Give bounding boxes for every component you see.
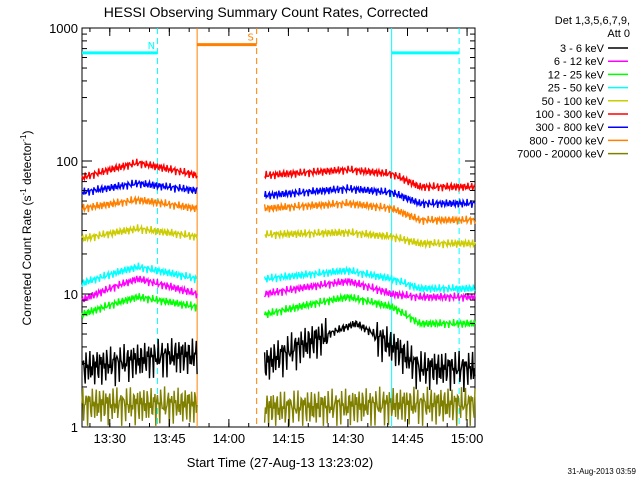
series-line xyxy=(263,292,476,329)
flag-label: S xyxy=(247,33,253,44)
y-axis-label: Corrected Count Rate (s-1 detector-1) xyxy=(19,130,34,325)
series-line xyxy=(81,293,198,320)
x-tick-label: 14:30 xyxy=(332,431,365,446)
legend-label: 25 - 50 keV xyxy=(548,83,605,95)
timestamp: 31-Aug-2013 03:59 xyxy=(568,467,637,476)
series-line xyxy=(264,227,476,250)
x-tick-label: 13:30 xyxy=(94,431,127,446)
flag-bars: NS xyxy=(82,33,460,55)
series-line xyxy=(81,386,198,426)
legend-label: 300 - 800 keV xyxy=(536,122,605,134)
x-axis-label: Start Time (27-Aug-13 13:23:02) xyxy=(187,455,373,470)
series-line xyxy=(263,277,476,303)
legend-label: 50 - 100 keV xyxy=(542,96,605,108)
series-line xyxy=(263,317,476,393)
y-axis-label-mid: detector xyxy=(20,142,34,189)
legend-label: 800 - 7000 keV xyxy=(529,135,604,147)
series-line xyxy=(263,198,476,226)
x-tick-label: 15:00 xyxy=(451,431,484,446)
y-tick-label: 1000 xyxy=(49,21,78,36)
axes: 13:30 13:45 14:00 14:15 14:30 14:45 15:00 1 10 10… xyxy=(49,21,483,446)
x-tick-label: 13:45 xyxy=(153,431,186,446)
x-tick-label: 14:45 xyxy=(391,431,424,446)
series-line xyxy=(263,386,476,426)
x-tick-label: 14:00 xyxy=(213,431,246,446)
legend-label: 6 - 12 keV xyxy=(554,56,605,68)
legend-label: 7000 - 20000 keV xyxy=(517,149,605,161)
y-tick-label: 1 xyxy=(71,420,78,435)
plot-frame xyxy=(81,27,476,428)
y-axis-label-sup2: -1 xyxy=(19,134,28,142)
series-line xyxy=(81,338,198,387)
event-lines xyxy=(156,28,460,427)
legend-header-1: Det 1,3,5,6,7,9, xyxy=(555,15,630,27)
y-axis-label-end: ) xyxy=(20,130,34,134)
series-line xyxy=(81,194,198,214)
series-line xyxy=(264,165,476,193)
series-lines xyxy=(81,158,476,426)
y-tick-label: 10 xyxy=(64,287,78,302)
series-line xyxy=(263,184,476,209)
legend-label: 3 - 6 keV xyxy=(560,43,605,55)
y-axis-label-sup1: -1 xyxy=(19,188,28,196)
y-tick-label: 100 xyxy=(56,154,78,169)
flag-label: N xyxy=(148,41,155,52)
series-line xyxy=(81,158,198,182)
series-line xyxy=(81,262,198,288)
chart-title: HESSI Observing Summary Count Rates, Cor… xyxy=(104,4,428,20)
legend-label: 100 - 300 keV xyxy=(536,109,605,121)
y-axis-label-main: Corrected Count Rate (s xyxy=(20,195,34,325)
x-tick-label: 14:15 xyxy=(272,431,305,446)
series-line xyxy=(263,265,476,294)
series-line xyxy=(81,275,198,303)
legend-label: 12 - 25 keV xyxy=(548,69,605,81)
series-line xyxy=(81,178,198,196)
legend-header-2: Att 0 xyxy=(607,28,630,40)
series-line xyxy=(81,223,198,243)
